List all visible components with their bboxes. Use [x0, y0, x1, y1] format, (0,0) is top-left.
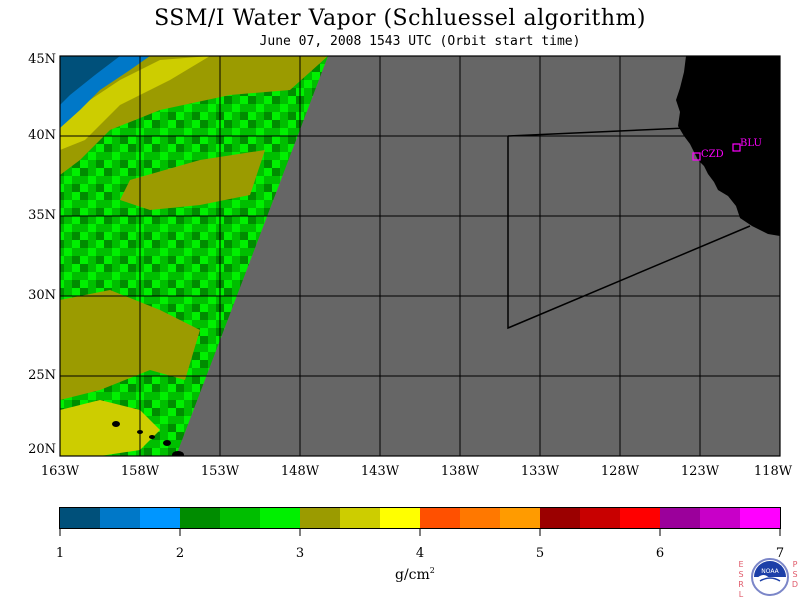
units-text: g/cm	[395, 567, 430, 583]
colorbar-units: g/cm2	[395, 566, 435, 583]
noaa-logo-text: NOAA	[761, 568, 779, 575]
lon-label: 148W	[280, 464, 320, 479]
vertical-letter: D	[791, 580, 799, 589]
colorbar-swatch	[580, 508, 620, 528]
colorbar-tick-label: 5	[535, 546, 545, 561]
colorbar-swatch	[100, 508, 140, 528]
colorbar-swatch	[260, 508, 300, 528]
swath-band-mid	[120, 150, 265, 210]
swath-band-yellow	[60, 56, 210, 150]
colorbar-swatch	[340, 508, 380, 528]
colorbar-tick-label: 7	[775, 546, 785, 561]
lon-label: 153W	[200, 464, 240, 479]
lon-label: 143W	[360, 464, 400, 479]
lat-label: 40N	[28, 128, 56, 143]
colorbar-swatch	[180, 508, 220, 528]
lon-label: 118W	[753, 464, 793, 479]
colorbar	[59, 507, 781, 529]
lat-label: 30N	[28, 288, 56, 303]
colorbar-tick-label: 6	[655, 546, 665, 561]
region-outline-west	[507, 136, 751, 330]
swath-dry-core	[60, 56, 120, 105]
station-marker-czd	[692, 152, 701, 161]
lon-label: 123W	[680, 464, 720, 479]
colorbar-swatch	[620, 508, 660, 528]
station-label-czd: CZD	[701, 149, 724, 160]
map-title: SSM/I Water Vapor (Schluessel algorithm)	[154, 6, 646, 31]
lon-label: 133W	[520, 464, 560, 479]
colorbar-swatch	[700, 508, 740, 528]
colorbar-swatch	[300, 508, 340, 528]
colorbar-swatch	[660, 508, 700, 528]
hawaiian-islands	[112, 421, 184, 456]
colorbar-swatch	[220, 508, 260, 528]
lat-label: 20N	[28, 442, 56, 457]
lon-label: 163W	[40, 464, 80, 479]
vertical-letter: E	[738, 560, 744, 569]
lon-label: 158W	[120, 464, 160, 479]
colorbar-swatch	[540, 508, 580, 528]
station-markers	[692, 143, 741, 161]
units-exponent: 2	[429, 566, 435, 575]
map-canvas: CZD BLU	[60, 56, 780, 456]
colorbar-tick-label: 3	[295, 546, 305, 561]
station-label-blu: BLU	[740, 138, 762, 149]
colorbar-swatch	[460, 508, 500, 528]
colorbar-swatch	[140, 508, 180, 528]
vertical-letter: S	[792, 570, 798, 579]
vertical-letter: L	[738, 590, 744, 599]
swath-band-southwest	[60, 400, 160, 456]
lon-label: 128W	[600, 464, 640, 479]
map-frame	[59, 55, 781, 457]
noaa-logo: NOAA	[751, 558, 789, 596]
map-subtitle: June 07, 2008 1543 UTC (Orbit start time…	[259, 34, 581, 49]
region-outline	[507, 127, 687, 137]
vertical-letter: S	[738, 570, 744, 579]
vertical-letter: R	[738, 580, 744, 589]
colorbar-swatch	[60, 508, 100, 528]
colorbar-swatch	[380, 508, 420, 528]
north-america-land	[676, 56, 780, 236]
colorbar-swatch	[500, 508, 540, 528]
lat-label: 35N	[28, 208, 56, 223]
colorbar-tick-label: 4	[415, 546, 425, 561]
swath-band-south	[60, 290, 200, 400]
colorbar-tick-label: 1	[55, 546, 65, 561]
graticule	[60, 56, 780, 456]
vertical-letter: P	[792, 560, 798, 569]
colorbar-swatch	[740, 508, 780, 528]
lon-label: 138W	[440, 464, 480, 479]
station-marker-blu	[732, 143, 741, 152]
lat-label: 25N	[28, 368, 56, 383]
colorbar-tick-label: 2	[175, 546, 185, 561]
lat-label: 45N	[28, 52, 56, 67]
colorbar-swatch	[420, 508, 460, 528]
